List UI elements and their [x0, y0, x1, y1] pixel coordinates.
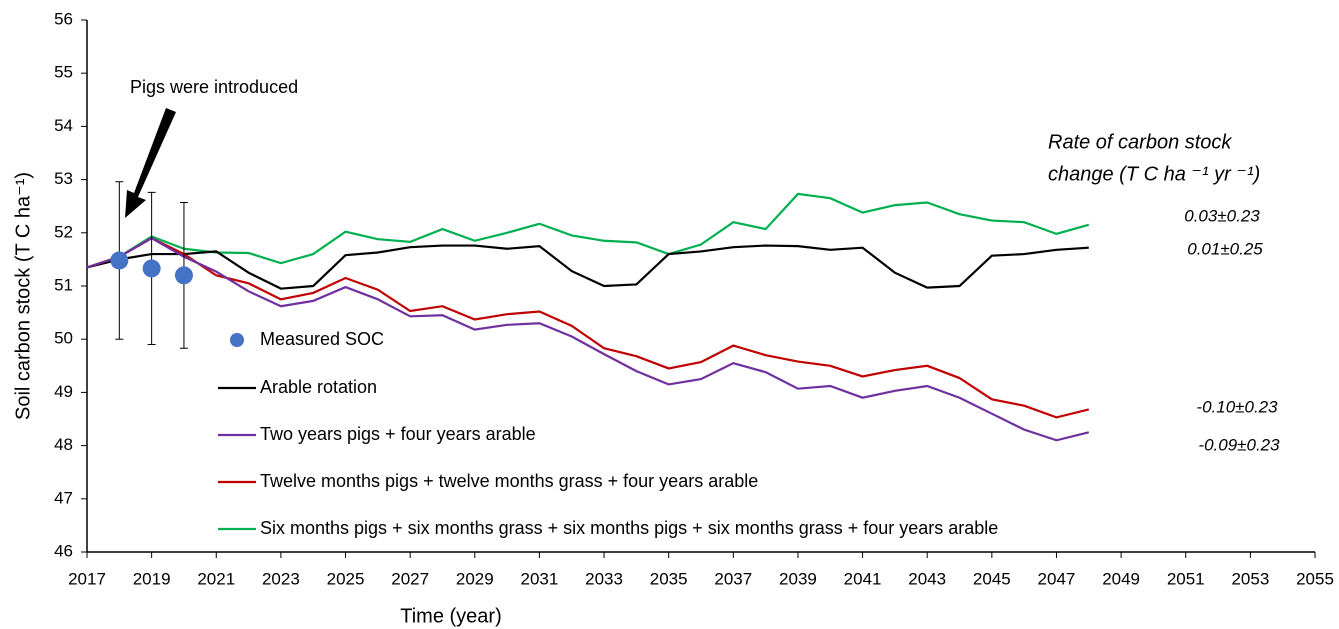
y-tick-label: 46	[54, 541, 73, 560]
measured-point	[174, 266, 193, 285]
series-line	[86, 236, 1090, 442]
rate-label: -0.10±0.23	[1196, 397, 1278, 416]
series-line	[86, 236, 1090, 419]
arrow	[125, 108, 176, 218]
x-tick-label: 2045	[973, 569, 1011, 588]
x-tick-label: 2035	[650, 569, 688, 588]
x-tick-label: 2025	[327, 569, 365, 588]
x-tick-label: 2021	[197, 569, 235, 588]
x-tick-label: 2053	[1231, 569, 1269, 588]
y-tick-label: 55	[54, 63, 73, 82]
x-tick-label: 2019	[133, 569, 171, 588]
annotation: Pigs were introduced	[130, 77, 298, 97]
y-tick-label: 49	[54, 382, 73, 401]
y-tick-label: 48	[54, 435, 73, 454]
x-tick-label: 2055	[1296, 569, 1334, 588]
x-tick-label: 2049	[1102, 569, 1140, 588]
x-tick-label: 2037	[714, 569, 752, 588]
series-line	[86, 244, 1089, 290]
legend-label: Six months pigs + six months grass + six…	[260, 518, 998, 538]
x-tick-label: 2029	[456, 569, 494, 588]
y-tick-label: 53	[54, 169, 73, 188]
legend-label: Measured SOC	[260, 329, 384, 349]
x-tick-label: 2043	[908, 569, 946, 588]
series-line	[86, 192, 1090, 269]
x-tick-label: 2033	[585, 569, 623, 588]
legend-label: Arable rotation	[260, 377, 377, 397]
y-tick-label: 52	[54, 222, 73, 241]
x-tick-label: 2051	[1167, 569, 1205, 588]
x-tick-label: 2017	[68, 569, 106, 588]
x-tick-label: 2041	[844, 569, 882, 588]
x-tick-label: 2023	[262, 569, 300, 588]
y-tick-label: 56	[54, 9, 73, 28]
y-tick-label: 54	[54, 116, 73, 135]
x-tick-label: 2047	[1038, 569, 1076, 588]
legend-label: Two years pigs + four years arable	[260, 424, 536, 444]
measured-point	[142, 259, 161, 278]
legend-marker	[230, 333, 244, 347]
rate-label: 0.01±0.25	[1187, 239, 1263, 258]
y-tick-label: 51	[54, 275, 73, 294]
x-tick-label: 2027	[391, 569, 429, 588]
rate-title: Rate of carbon stock	[1048, 131, 1232, 153]
x-axis-title: Time (year)	[400, 605, 501, 627]
measured-point	[110, 251, 129, 270]
rate-label: 0.03±0.23	[1184, 206, 1260, 225]
y-axis-title: Soil carbon stock (T C ha⁻¹)	[12, 172, 34, 420]
x-tick-label: 2039	[779, 569, 817, 588]
y-tick-label: 47	[54, 488, 73, 507]
x-tick-label: 2031	[521, 569, 559, 588]
rate-label: -0.09±0.23	[1198, 435, 1280, 454]
y-tick-label: 50	[54, 329, 73, 348]
legend-label: Twelve months pigs + twelve months grass…	[260, 471, 758, 491]
rate-title: change (T C ha ⁻¹ yr ⁻¹)	[1048, 163, 1260, 185]
